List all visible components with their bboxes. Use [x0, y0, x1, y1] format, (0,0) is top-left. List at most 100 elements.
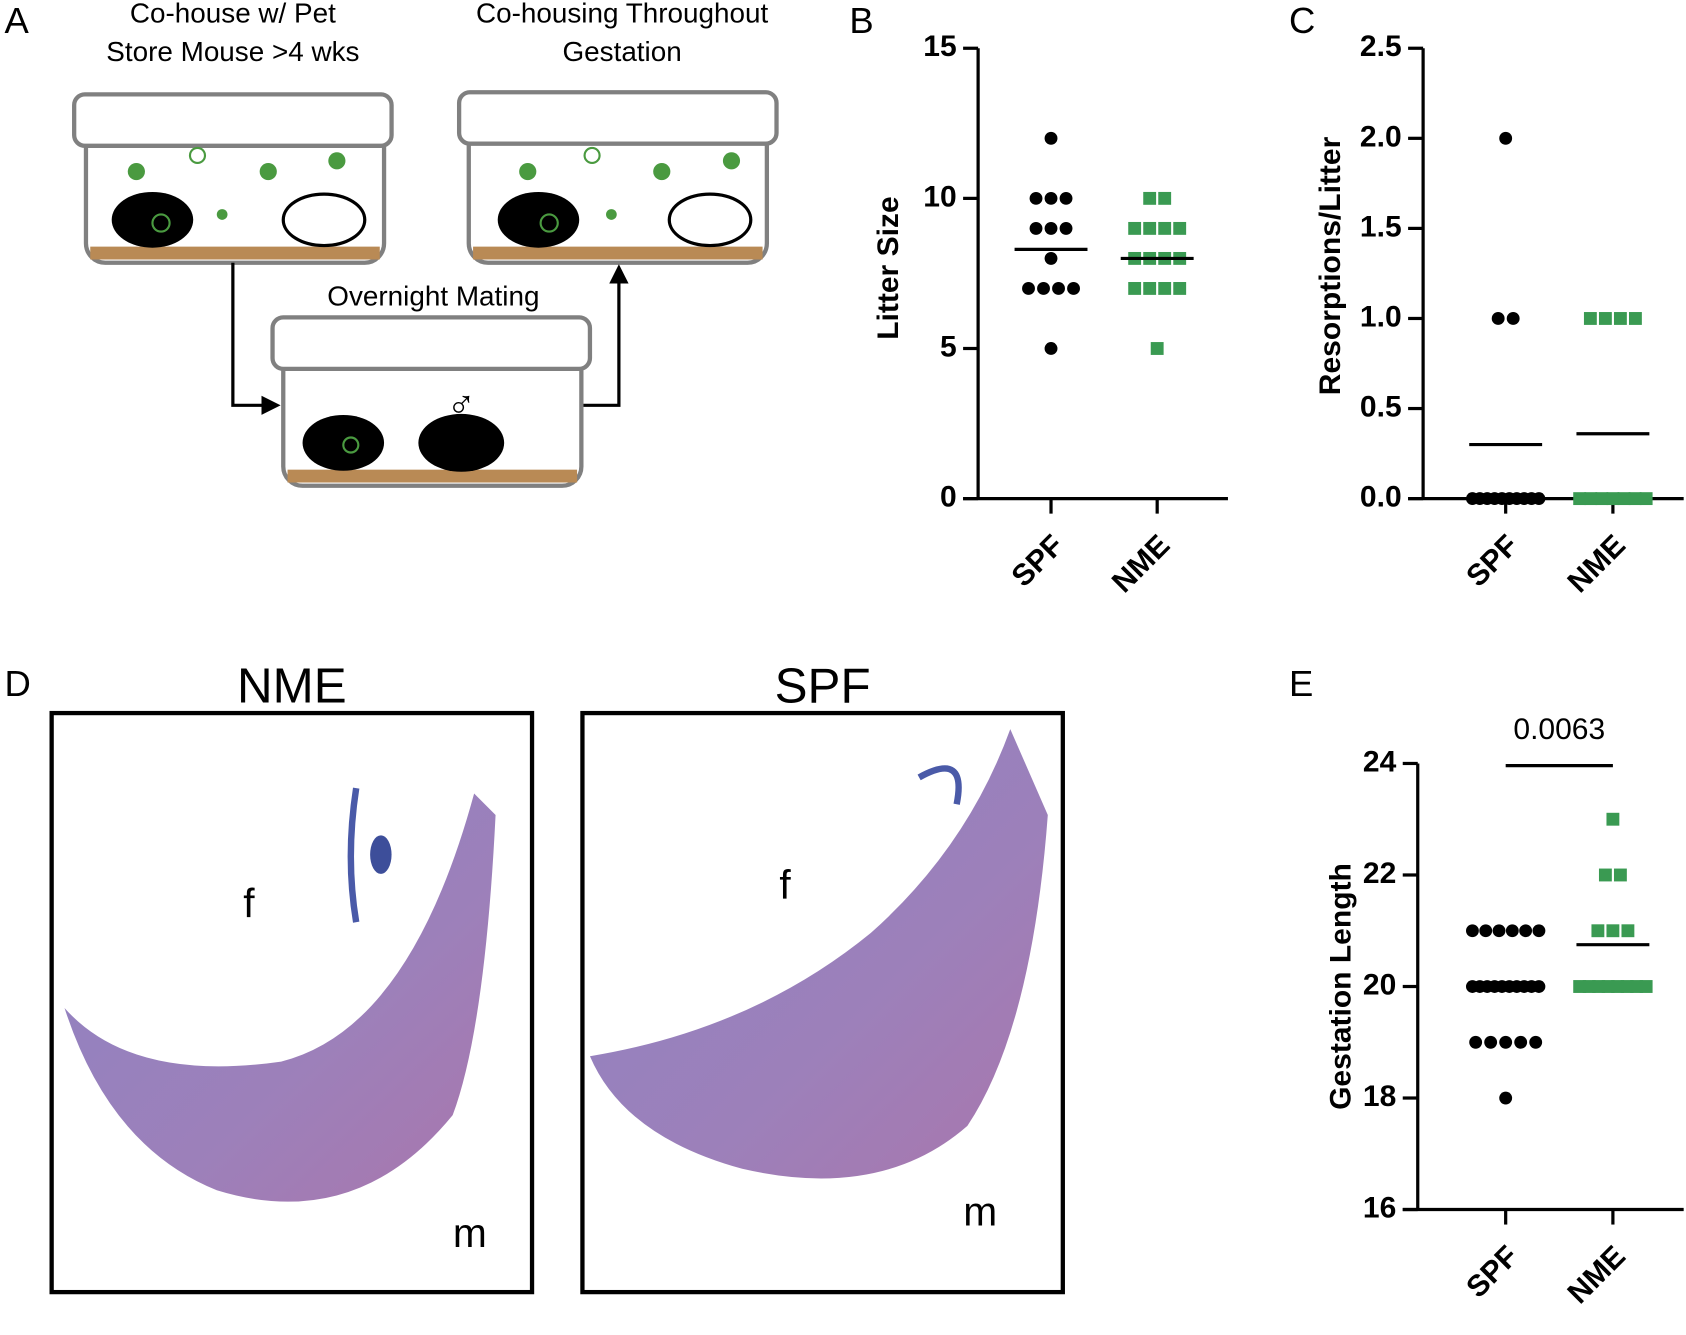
data-point — [1484, 1035, 1498, 1049]
tissue-label: m — [963, 1189, 997, 1235]
data-point — [1598, 312, 1612, 325]
data-point — [1492, 924, 1506, 938]
data-point — [1143, 221, 1157, 235]
male-symbol: ♂ — [447, 384, 476, 427]
tissue — [370, 835, 392, 874]
bedding — [473, 246, 763, 260]
data-point — [1044, 191, 1058, 205]
histology: NME f m SPF f m — [49, 659, 1065, 1295]
data-point — [1499, 131, 1513, 145]
x-tick-label: NME — [1562, 529, 1633, 600]
panel-label: D — [4, 663, 30, 704]
x-tick-label: SPF — [1460, 1240, 1525, 1305]
y-tick-label: 2.0 — [1360, 120, 1402, 153]
cage-lid — [72, 92, 394, 148]
x-tick-label: NME — [1106, 529, 1177, 600]
data-point — [1499, 1091, 1513, 1105]
data-point — [1598, 868, 1612, 882]
tissue — [917, 765, 962, 805]
diagram-title: Store Mouse >4 wks — [106, 36, 359, 67]
y-axis-label: Resorptions/Litter — [1314, 136, 1347, 395]
diagram-title: Co-house w/ Pet — [130, 0, 336, 28]
histology-title: SPF — [775, 659, 871, 714]
diagram-title: Overnight Mating — [327, 280, 539, 311]
bedding — [287, 469, 578, 483]
data-point — [1479, 924, 1493, 938]
x-tick-label: SPF — [1006, 529, 1071, 594]
arrow — [583, 264, 629, 407]
data-point — [1506, 312, 1520, 325]
data-point — [1143, 282, 1157, 295]
x-tick-label: NME — [1562, 1240, 1633, 1311]
data-point — [1128, 282, 1142, 295]
data-point — [1584, 492, 1598, 506]
y-tick-label: 0.5 — [1360, 390, 1402, 423]
data-point — [1173, 282, 1187, 295]
tissue — [589, 729, 1048, 1179]
data-point — [1505, 924, 1519, 938]
data-point — [1158, 221, 1172, 235]
mouse — [418, 413, 505, 472]
data-point — [1044, 342, 1058, 355]
data-point — [1628, 492, 1642, 506]
microbes — [127, 146, 741, 454]
data-point — [1029, 221, 1043, 235]
data-point — [1514, 1035, 1528, 1049]
data-point — [1591, 924, 1605, 938]
y-tick-label: 1.5 — [1360, 210, 1402, 243]
data-point — [1044, 131, 1058, 145]
panel-label: E — [1289, 663, 1313, 704]
data-point — [1532, 492, 1546, 506]
data-point — [1606, 924, 1620, 938]
data-point — [1052, 282, 1065, 295]
data-point — [1158, 191, 1172, 205]
y-tick-label: 1.0 — [1360, 300, 1402, 333]
data-point — [1532, 924, 1546, 938]
data-point — [1029, 191, 1043, 205]
data-point — [1044, 221, 1058, 235]
y-axis-label: Litter Size — [872, 196, 905, 339]
data-point — [1469, 1035, 1483, 1049]
data-point — [1639, 492, 1653, 506]
y-tick-label: 0 — [940, 481, 957, 514]
y-tick-label: 5 — [940, 330, 957, 363]
y-tick-label: 2.5 — [1360, 30, 1402, 63]
panel-label: A — [4, 0, 29, 41]
y-tick-label: 22 — [1363, 857, 1396, 890]
data-point — [1613, 312, 1627, 325]
tissue-label: f — [779, 862, 791, 908]
y-tick-label: 18 — [1363, 1080, 1396, 1113]
data-point — [1044, 251, 1058, 265]
data-point — [1499, 1035, 1513, 1049]
y-tick-label: 0.0 — [1360, 481, 1402, 514]
y-axis-label: Gestation Length — [1325, 863, 1358, 1110]
y-tick-label: 16 — [1363, 1191, 1396, 1224]
mouse — [497, 191, 580, 248]
data-point — [1595, 492, 1609, 506]
panel-label: B — [849, 0, 873, 41]
panel-label: C — [1289, 0, 1315, 41]
mouse — [667, 192, 753, 248]
data-point — [1613, 868, 1627, 882]
data-point — [1158, 282, 1172, 295]
data-point — [1606, 812, 1620, 826]
data-point — [1150, 342, 1164, 355]
data-point — [1573, 492, 1587, 506]
annotation: 0.0063 — [1513, 713, 1605, 746]
bedding — [90, 246, 380, 260]
arrow — [231, 262, 281, 415]
cage-lid — [456, 90, 779, 146]
data-point — [1519, 924, 1533, 938]
data-point — [1529, 1035, 1543, 1049]
data-point — [1621, 924, 1635, 938]
x-tick-label: SPF — [1460, 529, 1525, 594]
data-point — [1067, 282, 1080, 295]
data-point — [1022, 282, 1035, 295]
y-tick-label: 24 — [1363, 745, 1397, 778]
data-point — [1606, 492, 1620, 506]
data-point — [1143, 191, 1157, 205]
tissue-label: m — [453, 1210, 487, 1256]
histology-title: NME — [237, 659, 347, 714]
y-tick-label: 20 — [1363, 968, 1396, 1001]
